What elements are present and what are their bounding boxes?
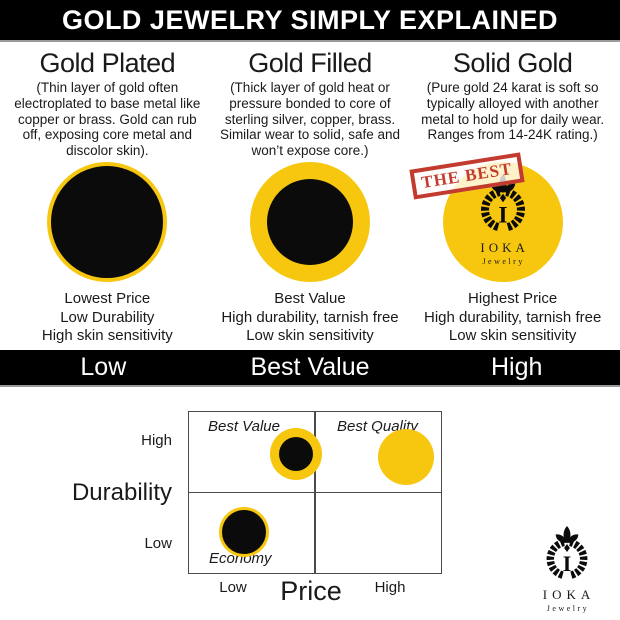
column-title: Solid Gold [452,48,573,78]
value-bar-label-low: Low [80,352,127,381]
ioka-brand-logo: I IOKA Jewelry [527,525,607,613]
x-tick-high: High [374,578,406,596]
x-axis-label: Price [280,575,342,606]
y-tick-high: High [141,431,172,449]
logo-subtitle: Jewelry [546,603,590,613]
y-axis-label: Durability [71,478,172,506]
column-solid-gold: Solid Gold (Pure gold 24 karat is soft s… [409,48,614,346]
svg-text:I: I [498,203,507,229]
svg-text:I: I [563,552,572,576]
price-durability-chart: High Durability Low Best Value Best Qual… [0,387,620,616]
data-point-gold-plated [219,506,269,557]
summary-line: Lowest Price [64,290,151,307]
data-point-solid-gold [378,428,434,485]
column-summary: Best Value High durability, tarnish free… [209,290,412,346]
column-summary: Highest Price High durability, tarnish f… [411,290,614,346]
column-description: (Thick layer of gold heat or pressure bo… [219,80,401,159]
quadrant-label-best-value: Best Value [208,417,280,435]
jewelry-type-columns: Gold Plated (Thin layer of gold often el… [0,42,620,346]
summary-line: Low skin sensitivity [448,327,577,344]
data-point-gold-filled [270,427,322,480]
logo-subtitle: Jewelry [482,257,525,266]
logo-name: IOKA [480,240,529,255]
column-title: Gold Filled [248,48,372,78]
gold-filled-circle-icon [249,162,370,282]
gold-plated-circle-icon [47,162,168,282]
summary-line: Low skin sensitivity [246,327,374,344]
value-bar-label-best-value: Best Value [250,352,370,381]
ioka-crest-icon: I [546,525,588,579]
page-title: GOLD JEWELRY SIMPLY EXPLAINED [61,4,559,35]
column-summary: Lowest Price Low Durability High skin se… [6,290,209,346]
summary-line: High skin sensitivity [41,327,173,344]
horizontal-divider [189,491,441,493]
summary-line: High durability, tarnish free [423,308,602,326]
value-bar-label-high: High [490,352,543,381]
header-bar: GOLD JEWELRY SIMPLY EXPLAINED [0,0,620,42]
summary-line: Best Value [274,290,346,307]
column-title: Gold Plated [39,48,176,78]
logo-name: IOKA [542,586,596,602]
column-gold-plated: Gold Plated (Thin layer of gold often el… [6,48,209,346]
value-scale-bar: Low Best Value High [0,349,620,387]
y-tick-low: Low [144,534,172,552]
x-tick-low: Low [219,578,247,596]
summary-line: Highest Price [468,290,558,307]
summary-line: High durability, tarnish free [221,308,399,326]
quadrant-plot-area: Best Value Best Quality Economy [188,410,442,574]
column-gold-filled: Gold Filled (Thick layer of gold heat or… [209,48,412,346]
column-description: (Pure gold 24 karat is soft so typically… [421,80,605,143]
summary-line: Low Durability [60,308,155,326]
column-description: (Thin layer of gold often electroplated … [14,80,201,159]
